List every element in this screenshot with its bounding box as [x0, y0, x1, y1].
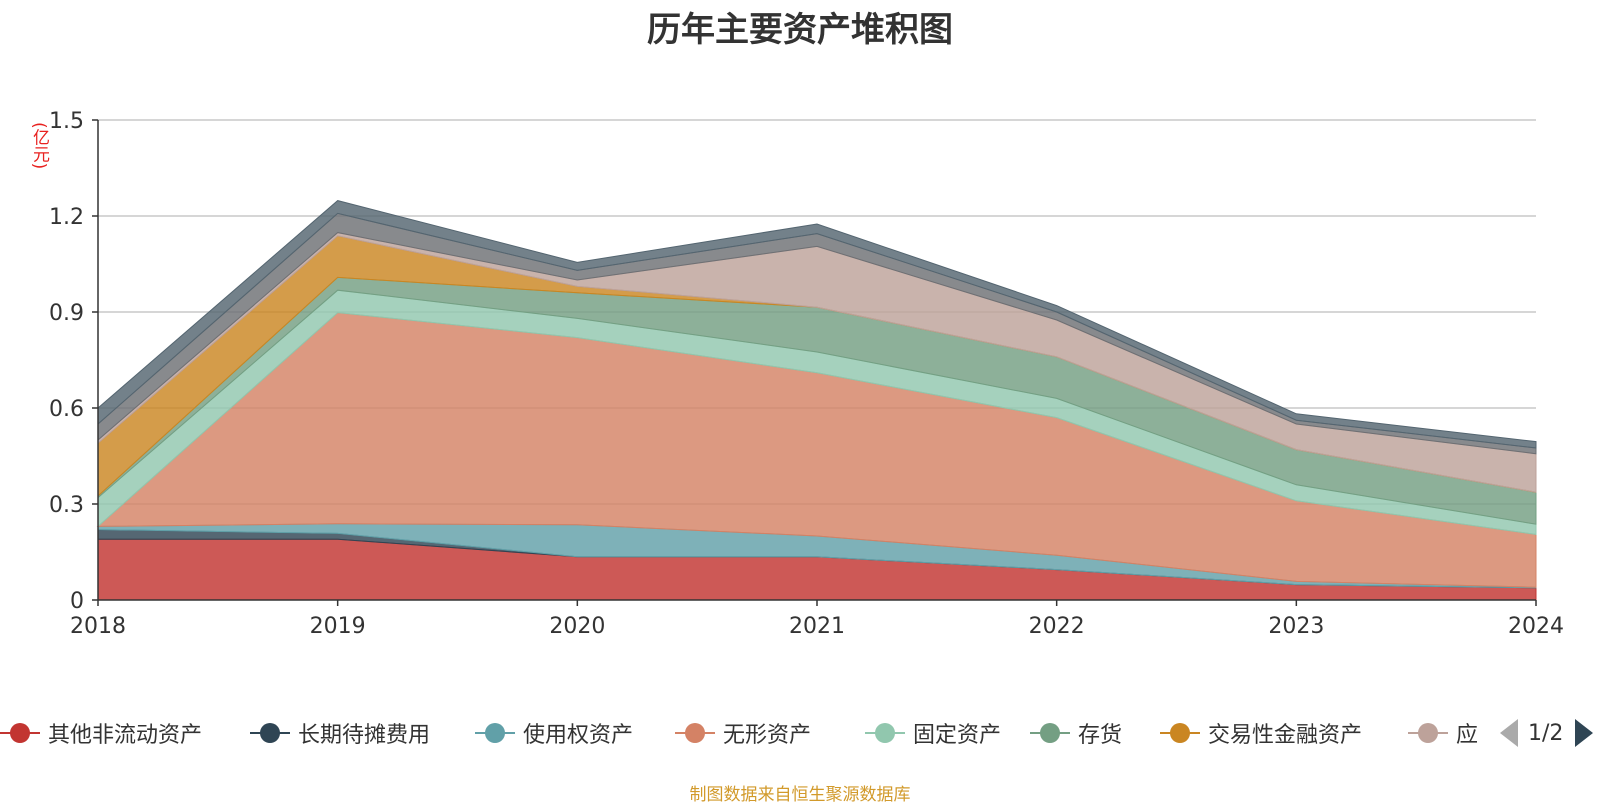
- axis-layer: 0 0.3 0.6 0.9 1.2 1.5 2018 2019 2020 2021 2022 2023…: [49, 109, 1564, 639]
- legend: 其他非流动资产 长期待摊费用 使用权资产 无形资产 固定资产 存货 交易性金融资产 应: [0, 715, 1490, 751]
- y-tick-label: 0.9: [49, 301, 84, 326]
- legend-marker-icon: [250, 721, 290, 745]
- legend-label: 存货: [1078, 723, 1123, 748]
- legend-item[interactable]: 使用权资产: [475, 715, 633, 751]
- x-tick-label: 2018: [70, 614, 126, 639]
- legend-marker-icon: [0, 721, 40, 745]
- legend-marker-icon: [1030, 721, 1070, 745]
- legend-marker-icon: [1160, 721, 1200, 745]
- x-tick-label: 2023: [1268, 614, 1324, 639]
- x-tick-label: 2020: [549, 614, 605, 639]
- pager-prev-icon[interactable]: [1500, 719, 1518, 747]
- legend-label: 应: [1456, 723, 1479, 748]
- legend-item[interactable]: 固定资产: [865, 715, 1001, 751]
- x-tick-label: 2019: [310, 614, 366, 639]
- legend-label: 无形资产: [723, 723, 812, 748]
- y-axis-unit-label: (亿元): [29, 122, 49, 170]
- legend-label: 其他非流动资产: [48, 723, 203, 748]
- legend-marker-icon: [475, 721, 515, 745]
- y-tick-label: 0.3: [49, 493, 84, 518]
- area-layer: [96, 200, 1537, 601]
- legend-pager: 1/2: [1500, 715, 1594, 751]
- pager-text: 1/2: [1528, 720, 1564, 746]
- chart-title: 历年主要资产堆积图: [647, 10, 953, 50]
- legend-item[interactable]: 无形资产: [675, 715, 811, 751]
- y-tick-label: 1.5: [49, 109, 84, 134]
- legend-marker-icon: [865, 721, 905, 745]
- legend-marker-icon: [675, 721, 715, 745]
- legend-label: 使用权资产: [523, 723, 634, 748]
- x-tick-label: 2024: [1508, 614, 1564, 639]
- legend-item[interactable]: 存货: [1030, 715, 1122, 751]
- legend-label: 固定资产: [913, 723, 1002, 748]
- legend-item[interactable]: 交易性金融资产: [1160, 715, 1362, 751]
- y-tick-label: 0: [70, 589, 84, 614]
- legend-marker-icon: [1408, 721, 1448, 745]
- legend-item[interactable]: 应: [1408, 715, 1478, 751]
- legend-label: 交易性金融资产: [1208, 723, 1363, 748]
- legend-item[interactable]: 其他非流动资产: [0, 715, 202, 751]
- x-tick-label: 2022: [1029, 614, 1085, 639]
- x-tick-label: 2021: [789, 614, 845, 639]
- pager-next-icon[interactable]: [1575, 719, 1594, 747]
- legend-label: 长期待摊费用: [298, 723, 431, 748]
- area-series-9: [97, 200, 1537, 449]
- y-tick-label: 0.6: [49, 397, 84, 422]
- legend-item[interactable]: 长期待摊费用: [250, 715, 430, 751]
- y-tick-label: 1.2: [49, 205, 84, 230]
- source-note: 制图数据来自恒生聚源数据库: [689, 785, 911, 805]
